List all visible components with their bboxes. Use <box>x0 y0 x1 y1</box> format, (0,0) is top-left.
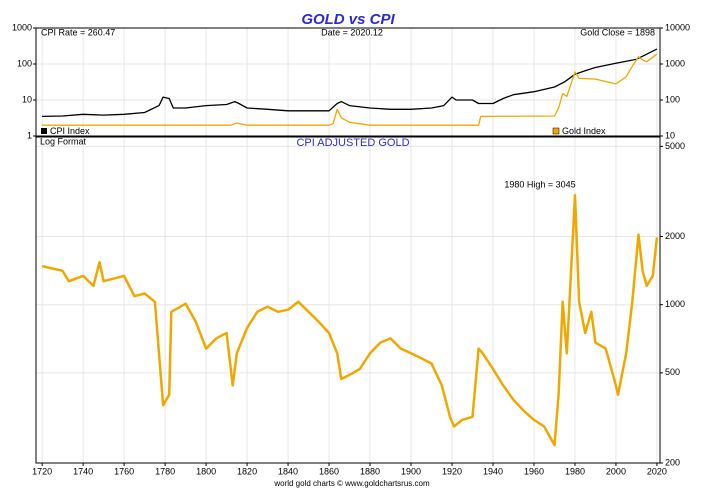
y-tick-label: 10 <box>22 94 32 104</box>
annotation: Gold Close = 1898 <box>580 27 655 37</box>
y-tick-label: 1000 <box>12 22 32 32</box>
legend-swatch <box>552 127 560 135</box>
data-line <box>42 53 658 126</box>
y-tick-label: 2000 <box>665 231 685 241</box>
x-tick-label: 2000 <box>606 466 626 476</box>
x-tick-label: 1900 <box>401 466 421 476</box>
x-tick-label: 1880 <box>360 466 380 476</box>
y-tick-label: 100 <box>17 58 32 68</box>
plot-frame <box>35 136 661 464</box>
annotation: CPI Rate = 260.47 <box>41 27 115 37</box>
y-tick-label: 500 <box>665 367 680 377</box>
legend-label: CPI Index <box>50 126 90 136</box>
annotation: 1980 High = 3045 <box>504 179 575 189</box>
y2-tick-label: 100 <box>665 94 680 104</box>
y-tick-label: 1 <box>27 130 32 140</box>
x-tick-label: 1760 <box>114 466 134 476</box>
x-tick-label: 1820 <box>237 466 257 476</box>
x-tick-label: 1800 <box>196 466 216 476</box>
x-tick-label: 2020 <box>647 466 667 476</box>
chart-title: GOLD vs CPI <box>301 11 395 28</box>
annotation: Date = 2020.12 <box>321 27 383 37</box>
x-tick-label: 1720 <box>32 466 52 476</box>
x-tick-label: 1980 <box>565 466 585 476</box>
y2-tick-label: 10000 <box>665 22 690 32</box>
source: world gold charts © www.goldchartsrus.co… <box>273 479 430 488</box>
data-line <box>42 48 658 118</box>
panel-title: CPI ADJUSTED GOLD <box>296 137 409 149</box>
plot-frame <box>35 27 661 137</box>
x-tick-label: 1860 <box>319 466 339 476</box>
legend-label: Gold Index <box>562 126 606 136</box>
y-tick-label: 200 <box>665 457 680 467</box>
y-tick-label: 1000 <box>665 299 685 309</box>
y-tick-label: 5000 <box>665 141 685 151</box>
y2-tick-label: 10 <box>665 130 675 140</box>
x-tick-label: 1940 <box>483 466 503 476</box>
x-tick-label: 1920 <box>442 466 462 476</box>
x-tick-label: 1740 <box>73 466 93 476</box>
data-line <box>41 193 659 447</box>
x-tick-label: 1780 <box>155 466 175 476</box>
x-tick-label: 1840 <box>278 466 298 476</box>
subtitle: Log Format <box>40 136 87 146</box>
x-tick-label: 1960 <box>524 466 544 476</box>
legend-swatch <box>41 128 47 134</box>
y2-tick-label: 1000 <box>665 58 685 68</box>
